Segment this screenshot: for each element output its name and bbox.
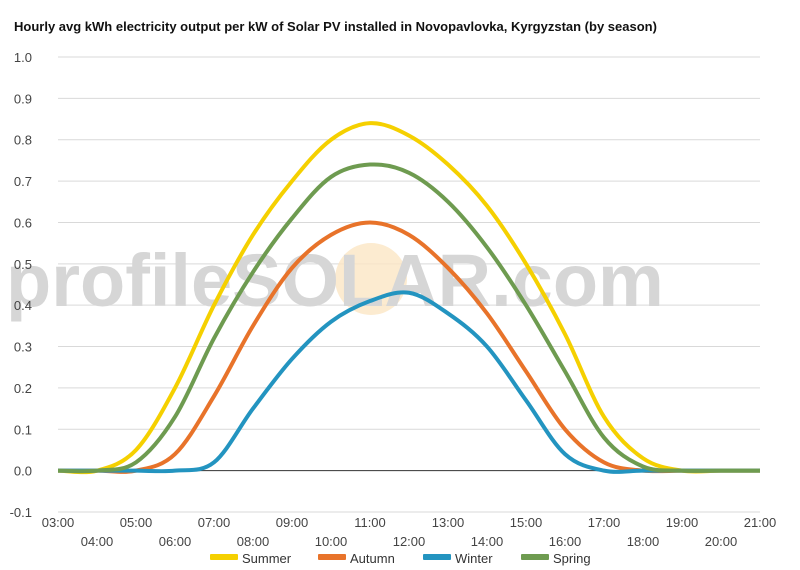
y-tick-label: 1.0 bbox=[14, 50, 32, 65]
watermark: profileSOLAR.com bbox=[6, 239, 664, 322]
series-line-summer bbox=[57, 121, 760, 475]
legend-label: Winter bbox=[455, 551, 493, 566]
legend-label: Autumn bbox=[350, 551, 395, 566]
x-tick-label: 14:00 bbox=[471, 534, 504, 549]
x-tick-label: 09:00 bbox=[276, 515, 309, 530]
y-tick-label: 0.3 bbox=[14, 340, 32, 355]
x-tick-label: 05:00 bbox=[120, 515, 153, 530]
x-tick-label: 03:00 bbox=[42, 515, 75, 530]
x-tick-label: 11:00 bbox=[354, 515, 386, 530]
legend-item-spring[interactable]: Spring bbox=[521, 551, 591, 566]
x-tick-label: 18:00 bbox=[627, 534, 660, 549]
watermark-text: profileSOLAR.com bbox=[6, 239, 664, 322]
chart-title: Hourly avg kWh electricity output per kW… bbox=[14, 19, 657, 34]
x-tick-label: 06:00 bbox=[159, 534, 192, 549]
x-tick-label: 13:00 bbox=[432, 515, 465, 530]
x-axis: 03:00 04:00 05:00 06:00 07:00 08:00 09:00 10:00… bbox=[42, 515, 777, 549]
legend-item-summer[interactable]: Summer bbox=[210, 551, 292, 566]
x-tick-label: 20:00 bbox=[705, 534, 738, 549]
x-tick-label: 16:00 bbox=[549, 534, 582, 549]
legend-swatch bbox=[521, 554, 549, 560]
y-tick-label: 0.6 bbox=[14, 215, 32, 230]
legend-item-winter[interactable]: Winter bbox=[423, 551, 493, 566]
y-tick-label: 0.1 bbox=[14, 422, 32, 437]
x-tick-label: 08:00 bbox=[237, 534, 270, 549]
x-tick-label: 15:00 bbox=[510, 515, 543, 530]
x-tick-label: 07:00 bbox=[198, 515, 231, 530]
legend[interactable]: Summer Autumn Winter Spring bbox=[210, 551, 591, 566]
x-tick-label: 10:00 bbox=[315, 534, 348, 549]
y-tick-label: 0.7 bbox=[14, 174, 32, 189]
y-tick-label: 0.2 bbox=[14, 381, 32, 396]
x-tick-label: 12:00 bbox=[393, 534, 426, 549]
x-tick-label: 19:00 bbox=[666, 515, 699, 530]
x-tick-label: 04:00 bbox=[81, 534, 114, 549]
x-tick-label: 17:00 bbox=[588, 515, 621, 530]
series-line-winter bbox=[57, 290, 760, 474]
y-tick-label: 0.9 bbox=[14, 91, 32, 106]
watermark-sun-icon bbox=[335, 243, 407, 315]
y-tick-label: 0.4 bbox=[14, 298, 32, 313]
y-tick-label: -0.1 bbox=[10, 505, 32, 520]
y-axis: 1.0 0.9 0.8 0.7 0.6 0.5 0.4 0.3 0.2 0.1 0.0 -0.1 bbox=[10, 50, 32, 520]
series-lines bbox=[57, 121, 760, 475]
series-line-spring bbox=[57, 162, 760, 474]
legend-swatch bbox=[423, 554, 451, 560]
y-tick-label: 0.0 bbox=[14, 464, 32, 479]
legend-label: Summer bbox=[242, 551, 292, 566]
legend-swatch bbox=[318, 554, 346, 560]
x-tick-label: 21:00 bbox=[744, 515, 777, 530]
legend-swatch bbox=[210, 554, 238, 560]
y-tick-label: 0.5 bbox=[14, 257, 32, 272]
legend-label: Spring bbox=[553, 551, 591, 566]
y-tick-label: 0.8 bbox=[14, 133, 32, 148]
legend-item-autumn[interactable]: Autumn bbox=[318, 551, 395, 566]
